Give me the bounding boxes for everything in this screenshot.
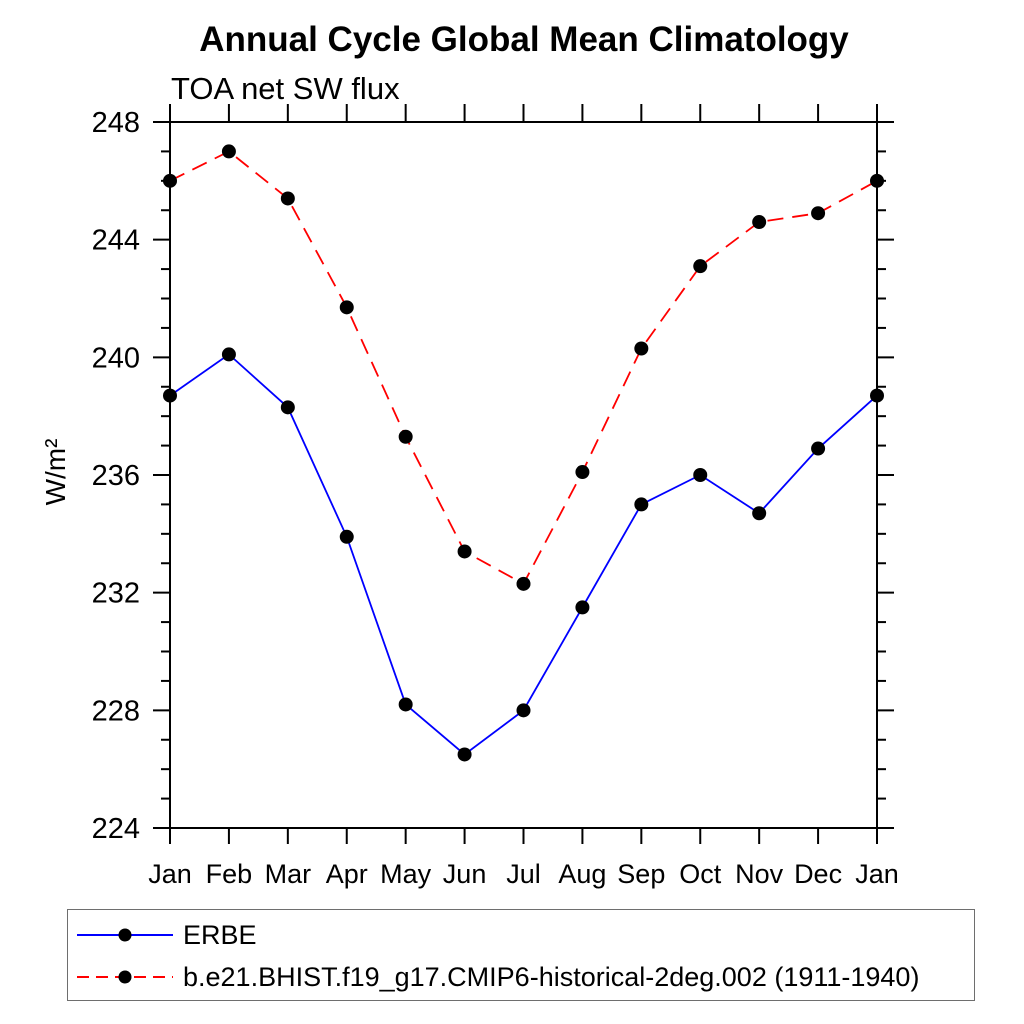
x-tick-label: Jan [148, 859, 192, 889]
x-tick-label: Dec [794, 859, 842, 889]
y-tick-label: 244 [92, 225, 140, 257]
data-point-marker [752, 215, 767, 230]
data-point-marker [221, 144, 236, 159]
x-tick-label: May [380, 859, 432, 889]
data-point-marker [457, 747, 472, 762]
series-line [169, 353, 878, 756]
data-point-marker [339, 529, 354, 544]
legend-swatch [77, 928, 173, 942]
y-tick-label: 248 [92, 107, 140, 139]
x-tick-label: Jan [855, 859, 899, 889]
data-point-marker [811, 441, 826, 456]
data-point-marker [752, 506, 767, 521]
data-point-marker [280, 191, 295, 206]
data-point-marker [811, 206, 826, 221]
x-tick-label: Nov [735, 859, 784, 889]
data-point-marker [575, 465, 590, 480]
data-point-marker [280, 400, 295, 415]
series-line [169, 150, 878, 586]
legend-item: b.e21.BHIST.f19_g17.CMIP6-historical-2de… [68, 956, 974, 998]
legend-item: ERBE [68, 914, 974, 956]
data-point-marker [693, 259, 708, 274]
legend-label: b.e21.BHIST.f19_g17.CMIP6-historical-2de… [183, 961, 920, 992]
data-point-marker [339, 300, 354, 315]
y-tick-label: 228 [92, 695, 140, 727]
chart-title: Annual Cycle Global Mean Climatology [199, 20, 849, 59]
x-tick-label: Apr [326, 859, 368, 889]
data-point-marker [516, 576, 531, 591]
y-tick-label: 240 [92, 342, 140, 374]
x-tick-label: Jul [506, 859, 541, 889]
x-tick-label: Aug [558, 859, 606, 889]
x-tick-label: Sep [617, 859, 665, 889]
legend-marker-icon [118, 928, 132, 942]
y-tick-label: 224 [92, 813, 140, 845]
data-point-marker [516, 703, 531, 718]
x-tick-label: Mar [265, 859, 312, 889]
legend-box: ERBE b.e21.BHIST.f19_g17.CMIP6-historical… [67, 909, 975, 1001]
data-point-marker [870, 173, 884, 188]
data-point-marker [221, 347, 236, 362]
x-tick-label: Oct [679, 859, 722, 889]
x-tick-label: Jun [443, 859, 487, 889]
y-tick-label: 236 [92, 460, 140, 492]
data-point-marker [693, 468, 708, 482]
y-tick-label: 232 [92, 578, 140, 610]
data-point-marker [163, 173, 177, 188]
plot-frame [169, 121, 878, 829]
data-point-marker [457, 544, 472, 559]
chart-subtitle: TOA net SW flux [171, 71, 400, 106]
data-point-marker [398, 429, 413, 444]
legend-label: ERBE [183, 919, 257, 950]
legend-marker-icon [118, 970, 132, 984]
legend-swatch [77, 970, 173, 984]
data-point-marker [634, 497, 649, 512]
data-point-marker [870, 388, 884, 403]
data-point-marker [163, 388, 177, 403]
data-point-marker [398, 697, 413, 712]
data-point-marker [575, 600, 590, 615]
x-tick-label: Feb [206, 859, 253, 889]
data-point-marker [634, 341, 649, 356]
